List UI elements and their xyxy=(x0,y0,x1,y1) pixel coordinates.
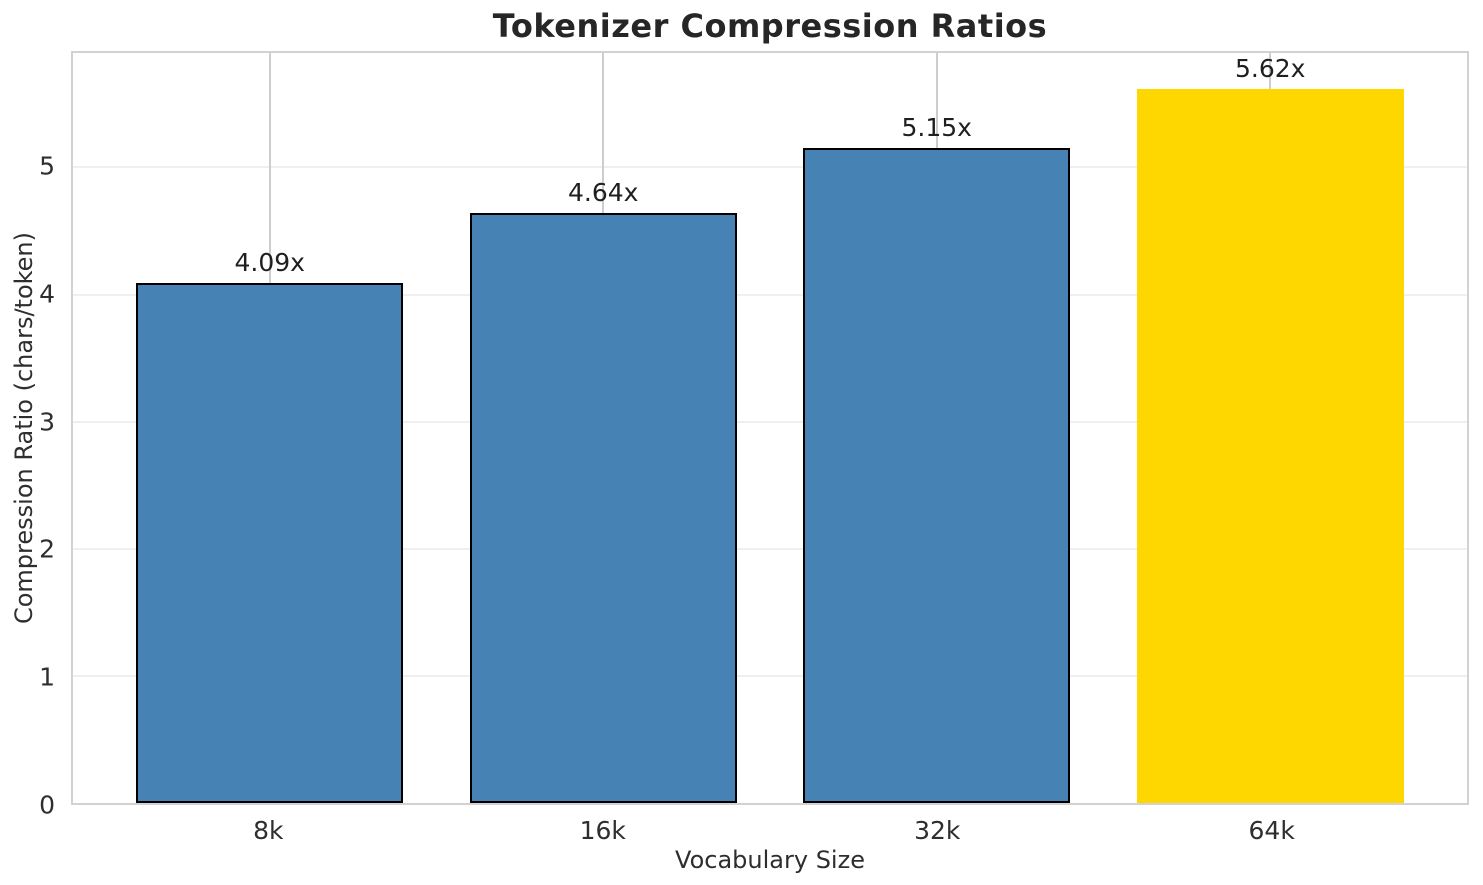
x-tick-label: 32k xyxy=(914,816,961,845)
bar-value-label: 4.09x xyxy=(234,248,305,278)
h-gridline xyxy=(73,674,1467,677)
h-gridline xyxy=(73,547,1467,550)
h-gridline xyxy=(73,166,1467,169)
x-tick-label: 8k xyxy=(253,816,284,845)
y-tick-label: 0 xyxy=(39,790,55,820)
x-tick-label: 16k xyxy=(579,816,626,845)
bar-value-label: 4.64x xyxy=(568,178,639,208)
x-axis-label: Vocabulary Size xyxy=(675,846,865,874)
bar-value-label: 5.62x xyxy=(1235,53,1306,83)
bar-64k xyxy=(1136,88,1404,803)
h-gridline xyxy=(73,293,1467,296)
x-axis-ticks: 8k 16k 32k 64k xyxy=(71,818,1469,848)
y-tick-label: 1 xyxy=(39,662,55,692)
y-axis-ticks: 0 1 2 3 4 5 xyxy=(0,51,55,818)
y-tick-label: 5 xyxy=(39,151,55,181)
y-tick-label: 3 xyxy=(39,407,55,437)
x-tick-label: 64k xyxy=(1248,816,1295,845)
h-gridline xyxy=(73,420,1467,423)
bar-16k xyxy=(469,213,737,803)
plot-area: 4.09x 4.64x 5.15x 5.62x xyxy=(71,51,1469,805)
bar-value-label: 5.15x xyxy=(901,113,972,143)
chart-title: Tokenizer Compression Ratios xyxy=(492,7,1048,45)
y-tick-label: 4 xyxy=(39,279,55,309)
bar-8k xyxy=(136,283,404,803)
y-tick-label: 2 xyxy=(39,534,55,564)
bar-32k xyxy=(803,148,1071,803)
